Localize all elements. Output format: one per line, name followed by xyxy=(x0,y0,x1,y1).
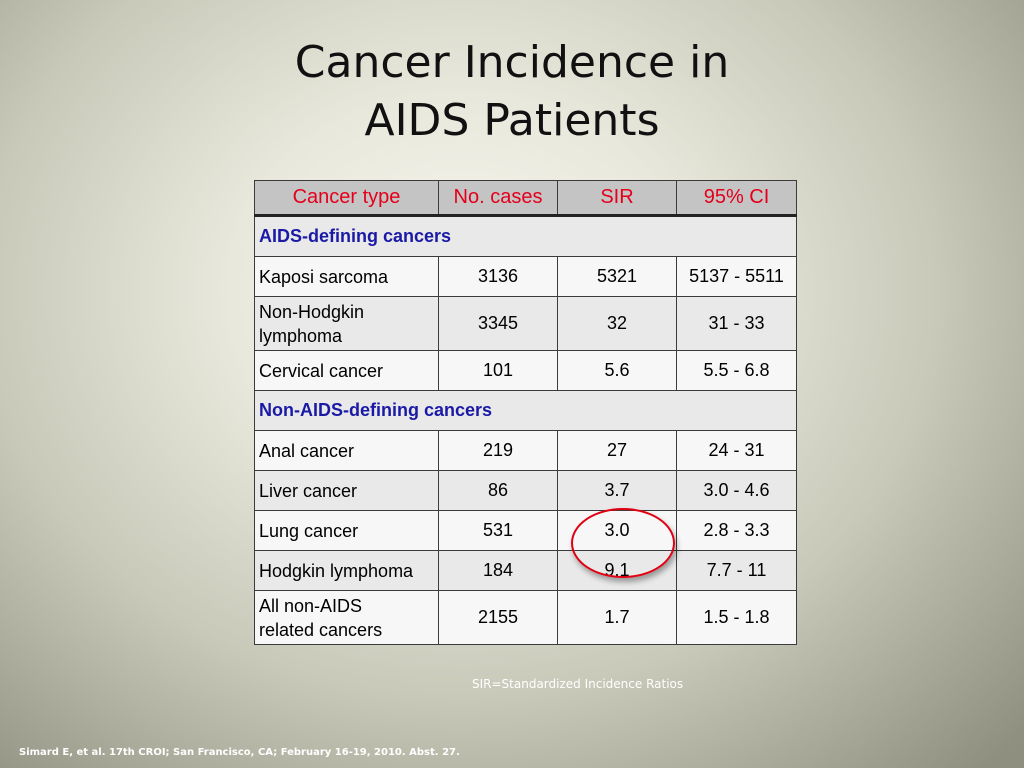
cell-no-cases: 86 xyxy=(438,470,558,511)
cell-cancer-type: Hodgkin lymphoma xyxy=(254,550,439,591)
cell-sir: 5.6 xyxy=(557,350,677,391)
cancer-name-line-1: Hodgkin lymphoma xyxy=(259,560,414,581)
section-label: AIDS-defining cancers xyxy=(254,215,797,257)
cell-no-cases: 2155 xyxy=(438,590,558,645)
cell-cancer-type: Cervical cancer xyxy=(254,350,439,391)
cancer-name-line-2: related cancers xyxy=(259,619,383,640)
section-row-aids-defining: AIDS-defining cancers xyxy=(254,215,797,257)
cancer-name-line-1: Cervical cancer xyxy=(259,360,384,381)
cell-ci: 2.8 - 3.3 xyxy=(676,510,797,551)
table-header-row: Cancer type No. cases SIR 95% CI xyxy=(254,180,797,217)
table-row: Anal cancer 219 27 24 - 31 xyxy=(254,430,797,471)
cell-ci: 5.5 - 6.8 xyxy=(676,350,797,391)
cell-ci: 7.7 - 11 xyxy=(676,550,797,591)
cell-no-cases: 531 xyxy=(438,510,558,551)
table-row: Non-Hodgkin lymphoma 3345 32 31 - 33 xyxy=(254,296,797,351)
slide-title-line-1: Cancer Incidence in xyxy=(294,37,730,88)
cancer-name-line-1: Anal cancer xyxy=(259,440,355,461)
cell-cancer-type: Lung cancer xyxy=(254,510,439,551)
cell-cancer-type: Non-Hodgkin lymphoma xyxy=(254,296,439,351)
cell-sir: 3.7 xyxy=(557,470,677,511)
table-row: Cervical cancer 101 5.6 5.5 - 6.8 xyxy=(254,350,797,391)
cell-sir: 5321 xyxy=(557,256,677,297)
cell-no-cases: 219 xyxy=(438,430,558,471)
cell-sir: 27 xyxy=(557,430,677,471)
header-sir: SIR xyxy=(557,180,677,217)
cancer-name-line-1: Lung cancer xyxy=(259,520,359,541)
table-row: Hodgkin lymphoma 184 9.1 7.7 - 11 xyxy=(254,550,797,591)
header-cancer-type: Cancer type xyxy=(254,180,439,217)
cell-no-cases: 3345 xyxy=(438,296,558,351)
cell-ci: 3.0 - 4.6 xyxy=(676,470,797,511)
cancer-incidence-table: Cancer type No. cases SIR 95% CI AIDS-de… xyxy=(254,180,797,645)
table-row: All non-AIDS related cancers 2155 1.7 1.5… xyxy=(254,590,797,645)
source-citation: Simard E, et al. 17th CROI; San Francisc… xyxy=(19,747,460,758)
slide-title: Cancer Incidence in AIDS Patients xyxy=(0,34,1024,150)
cell-ci: 1.5 - 1.8 xyxy=(676,590,797,645)
section-label: Non-AIDS-defining cancers xyxy=(254,390,797,431)
cancer-name-line-1: Liver cancer xyxy=(259,480,358,501)
cancer-name-line-2: lymphoma xyxy=(259,325,343,346)
section-row-non-aids-defining: Non-AIDS-defining cancers xyxy=(254,390,797,431)
header-no-cases: No. cases xyxy=(438,180,558,217)
cancer-name-line-1: Kaposi sarcoma xyxy=(259,266,389,287)
table-row: Lung cancer 531 3.0 2.8 - 3.3 xyxy=(254,510,797,551)
cancer-name-line-1: All non-AIDS xyxy=(259,595,363,616)
header-95-ci: 95% CI xyxy=(676,180,797,217)
cell-no-cases: 184 xyxy=(438,550,558,591)
cell-cancer-type: Kaposi sarcoma xyxy=(254,256,439,297)
table-row: Kaposi sarcoma 3136 5321 5137 - 5511 xyxy=(254,256,797,297)
cell-no-cases: 101 xyxy=(438,350,558,391)
slide-title-line-2: AIDS Patients xyxy=(364,95,660,146)
cell-ci: 31 - 33 xyxy=(676,296,797,351)
cell-ci: 24 - 31 xyxy=(676,430,797,471)
table-row: Liver cancer 86 3.7 3.0 - 4.6 xyxy=(254,470,797,511)
cell-no-cases: 3136 xyxy=(438,256,558,297)
sir-footnote: SIR=Standardized Incidence Ratios xyxy=(472,677,684,691)
cell-cancer-type: All non-AIDS related cancers xyxy=(254,590,439,645)
cancer-name-line-1: Non-Hodgkin xyxy=(259,301,365,322)
highlight-circle xyxy=(571,508,675,578)
cell-ci: 5137 - 5511 xyxy=(676,256,797,297)
cell-sir: 1.7 xyxy=(557,590,677,645)
cell-sir: 32 xyxy=(557,296,677,351)
cell-cancer-type: Liver cancer xyxy=(254,470,439,511)
cell-cancer-type: Anal cancer xyxy=(254,430,439,471)
